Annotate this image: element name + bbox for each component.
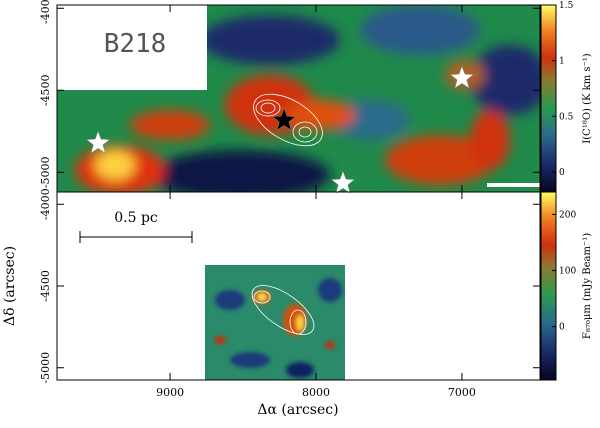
star-marker bbox=[449, 65, 474, 89]
map-label: B218 bbox=[104, 29, 167, 59]
colorbar-tick-label: 0 bbox=[559, 323, 565, 333]
x-axis-label: Δα (arcsec) bbox=[257, 402, 338, 418]
scale-bar bbox=[79, 231, 193, 243]
y-tick-label: -4500 bbox=[39, 74, 52, 106]
colorbar-label: I(C¹⁸O) (K km s⁻¹) bbox=[582, 53, 593, 143]
colorbar bbox=[540, 4, 557, 193]
colorbar-tick-label: 0 bbox=[559, 168, 565, 178]
colorbar-tick-label: 1.5 bbox=[559, 1, 574, 11]
y-tick-label: -4000 bbox=[39, 188, 52, 220]
star-marker bbox=[330, 170, 356, 194]
colorbar-tick-label: 1 bbox=[559, 57, 565, 67]
continuum-map bbox=[205, 265, 345, 380]
y-tick-label: -4500 bbox=[39, 270, 52, 302]
star-marker bbox=[86, 130, 111, 154]
star-marker bbox=[271, 107, 297, 131]
colorbar bbox=[540, 191, 557, 381]
y-tick-label: -5000 bbox=[39, 156, 52, 188]
colorbar-label: F₈₇₀μm (mJy Beam⁻¹) bbox=[582, 233, 593, 339]
x-tick-label: 8000 bbox=[302, 386, 330, 399]
y-tick-label: -4000 bbox=[39, 0, 52, 24]
c18o-map bbox=[57, 5, 540, 192]
colorbar-tick-label: 0.5 bbox=[559, 112, 574, 122]
colorbar-tick-label: 200 bbox=[559, 210, 576, 220]
x-tick-label: 7000 bbox=[448, 386, 476, 399]
colorbar-tick-label: 100 bbox=[559, 267, 576, 277]
y-tick-label: -5000 bbox=[39, 352, 52, 384]
x-tick-label: 9000 bbox=[156, 386, 184, 399]
scale-label: 0.5 pc bbox=[114, 210, 158, 226]
y-axis-label: Δδ (arcsec) bbox=[2, 246, 18, 326]
